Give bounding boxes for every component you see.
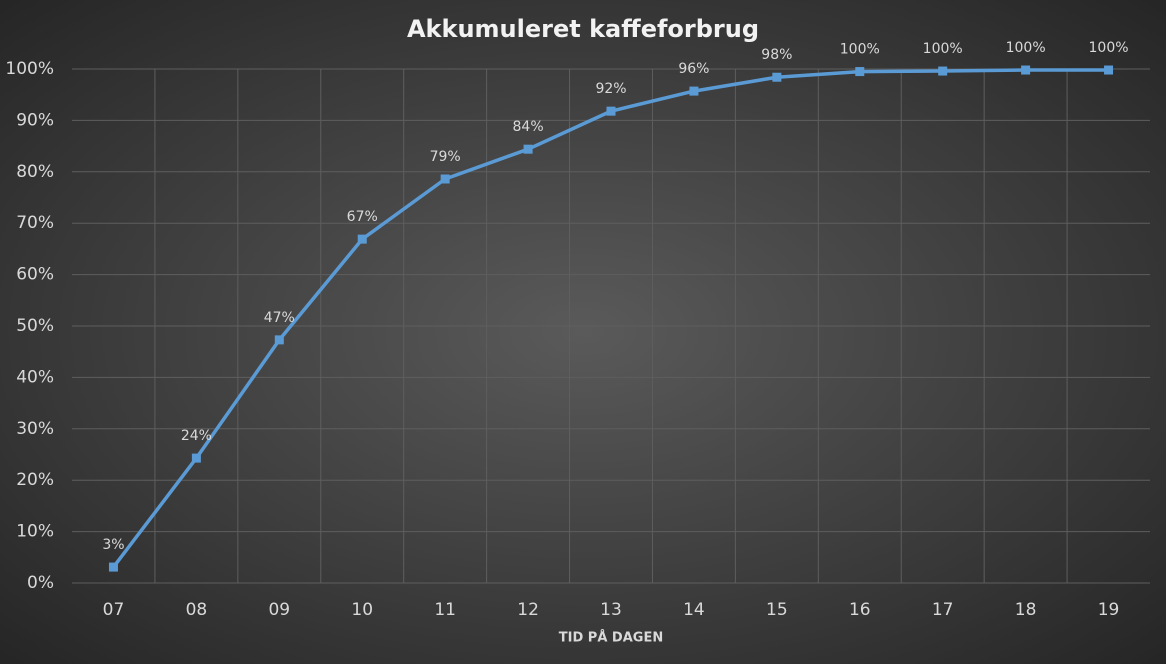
x-tick-label: 11 <box>434 600 456 620</box>
y-tick-label: 10% <box>16 522 54 542</box>
y-tick-label: 50% <box>16 316 54 336</box>
marker <box>357 234 367 244</box>
data-label: 47% <box>264 310 295 326</box>
data-label: 100% <box>840 42 880 58</box>
x-tick-label: 07 <box>103 600 125 620</box>
y-tick-label: 70% <box>16 213 54 233</box>
marker <box>689 86 699 96</box>
y-tick-label: 60% <box>16 265 54 285</box>
x-tick-label: 16 <box>849 600 871 620</box>
data-label: 92% <box>595 81 626 97</box>
x-tick-label: 19 <box>1098 600 1120 620</box>
marker <box>772 72 782 82</box>
y-tick-label: 40% <box>16 367 54 387</box>
marker <box>855 67 865 77</box>
x-tick-label: 18 <box>1015 600 1037 620</box>
y-tick-label: 80% <box>16 162 54 182</box>
marker <box>440 174 450 184</box>
marker <box>1021 65 1031 75</box>
data-label: 24% <box>181 428 212 444</box>
x-tick-label: 12 <box>517 600 539 620</box>
x-tick-label: 13 <box>600 600 622 620</box>
marker <box>274 335 284 345</box>
data-label: 79% <box>430 149 461 165</box>
x-tick-label: 14 <box>683 600 705 620</box>
x-tick-label: 15 <box>766 600 788 620</box>
marker <box>1104 65 1114 75</box>
x-axis-label: TID PÅ DAGEN <box>559 630 663 646</box>
marker <box>523 144 533 154</box>
data-label: 3% <box>102 537 124 553</box>
y-tick-label: 90% <box>16 110 54 130</box>
y-tick-label: 20% <box>16 470 54 490</box>
x-tick-label: 17 <box>932 600 954 620</box>
data-label: 67% <box>347 209 378 225</box>
y-tick-label: 0% <box>27 573 54 593</box>
marker <box>191 453 201 463</box>
data-label: 100% <box>1006 40 1046 56</box>
marker <box>606 106 616 116</box>
y-tick-label: 100% <box>5 59 54 79</box>
marker <box>938 66 948 76</box>
y-tick-label: 30% <box>16 419 54 439</box>
chart-title: Akkumuleret kaffeforbrug <box>407 15 759 43</box>
x-tick-label: 09 <box>268 600 290 620</box>
data-label: 98% <box>761 47 792 63</box>
marker <box>108 562 118 572</box>
data-label: 84% <box>513 119 544 135</box>
x-tick-label: 10 <box>351 600 373 620</box>
data-label: 100% <box>923 41 963 57</box>
data-label: 96% <box>678 61 709 77</box>
data-label: 100% <box>1089 40 1129 56</box>
x-tick-label: 08 <box>186 600 208 620</box>
